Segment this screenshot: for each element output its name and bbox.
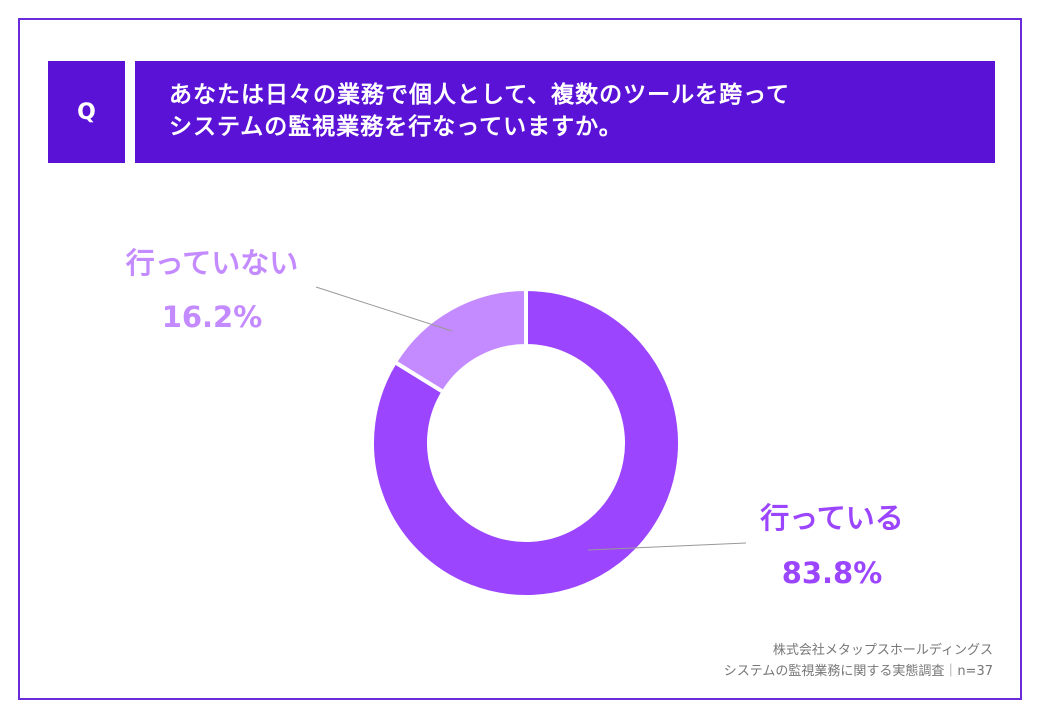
chart-frame (18, 18, 1022, 700)
source-company: 株式会社メタップスホールディングス (772, 643, 993, 658)
label-yes-percent: 83.8% (782, 556, 883, 590)
label-yes-name: 行っている (759, 501, 904, 535)
slice-no (392, 286, 528, 395)
question-line-2: システムの監視業務を行なっていますか。 (169, 114, 623, 140)
slice-yes (370, 286, 682, 599)
leader-line-yes (587, 542, 747, 551)
question-title: あなたは日々の業務で個人として、複数のツールを跨って システムの監視業務を行なっ… (135, 61, 995, 163)
source-note: 株式会社メタップスホールディングス システムの監視業務に関する実態調査｜n=37 (724, 640, 993, 682)
label-no-percent: 16.2% (162, 300, 263, 334)
question-badge: Q (48, 61, 125, 163)
source-survey: システムの監視業務に関する実態調査｜n=37 (723, 664, 993, 679)
leader-line-no (315, 286, 453, 332)
question-line-1: あなたは日々の業務で個人として、複数のツールを跨って (169, 82, 791, 108)
label-no-name: 行っていない (125, 246, 299, 280)
